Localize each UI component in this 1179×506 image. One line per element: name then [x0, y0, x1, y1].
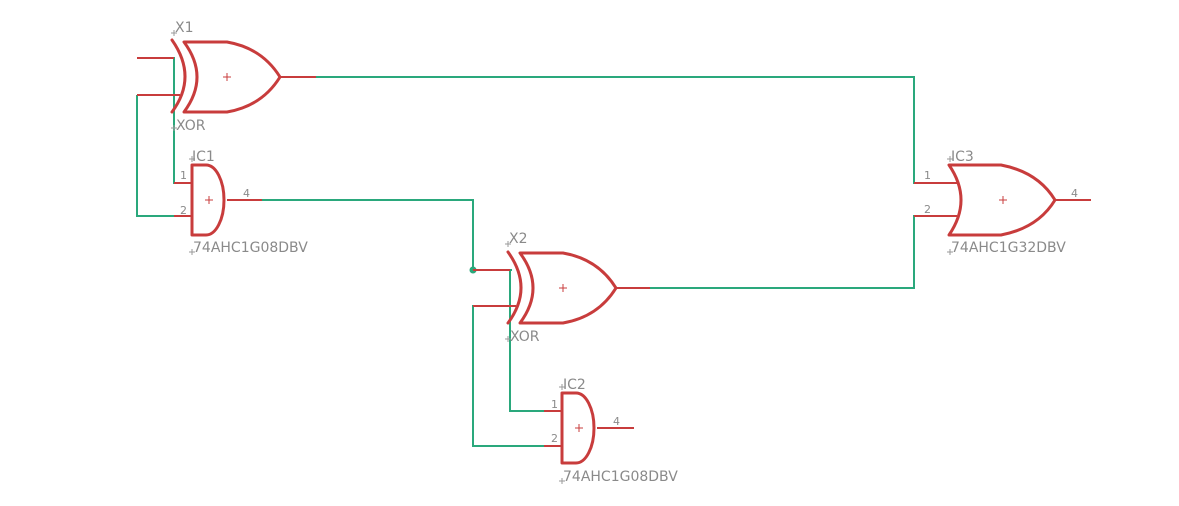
net-ic1-to-x2 — [262, 199, 512, 271]
ic2-pin2-number: 2 — [551, 432, 558, 445]
ic1-body — [190, 163, 226, 237]
ic1-name-label: IC1 — [192, 149, 215, 165]
x1-body — [182, 40, 282, 114]
ic3-value-label: 74AHC1G32DBV — [951, 240, 1066, 256]
gate-ic1-and: 1 2 4 IC1 74AHC1G08DBV — [174, 149, 308, 256]
ic3-pin2-number: 2 — [924, 203, 931, 216]
ic3-pin4-number: 4 — [1071, 187, 1078, 200]
ic2-value-anchor — [559, 478, 565, 484]
ic1-origin-cross — [205, 196, 213, 204]
ic1-name-anchor — [189, 156, 195, 162]
ic1-pin2-number: 2 — [180, 204, 187, 217]
x2-name-anchor — [505, 241, 511, 247]
ic3-name-anchor — [947, 156, 953, 162]
ic2-body — [560, 391, 596, 465]
gate-x2-xor: X2 XOR — [473, 231, 650, 345]
ic2-value-label: 74AHC1G08DBV — [563, 469, 678, 485]
ic2-name-label: IC2 — [563, 377, 586, 393]
gate-x1-xor: X1 XOR — [137, 20, 316, 134]
gate-ic2-and: 1 2 4 IC2 74AHC1G08DBV — [544, 377, 678, 485]
ic3-body — [947, 163, 1057, 237]
x1-name-anchor — [171, 30, 177, 36]
ic3-pin1-number: 1 — [924, 169, 931, 182]
gate-ic3-or: 1 2 4 IC3 74AHC1G32DBV — [914, 149, 1091, 256]
net-x1-to-ic3-pin1 — [316, 76, 950, 184]
x2-origin-cross — [559, 284, 567, 292]
x1-value-label: XOR — [176, 118, 206, 134]
ic3-origin-cross — [999, 196, 1007, 204]
net-input-b — [136, 95, 192, 217]
ic2-pin1-number: 1 — [551, 398, 558, 411]
x1-xor-back-arc — [170, 38, 187, 114]
net-x2-to-ic3-pin2 — [650, 215, 950, 289]
ic2-origin-cross — [575, 424, 583, 432]
x1-origin-cross — [223, 73, 231, 81]
ic1-value-label: 74AHC1G08DBV — [193, 240, 308, 256]
ic1-pin1-number: 1 — [180, 169, 187, 182]
x2-name-label: X2 — [509, 231, 528, 247]
ic1-pin4-number: 4 — [243, 187, 250, 200]
x1-name-label: X1 — [175, 20, 194, 36]
ic2-pin4-number: 4 — [613, 415, 620, 428]
ic1-value-anchor — [189, 249, 195, 255]
x2-xor-back-arc — [506, 250, 523, 325]
ic2-name-anchor — [559, 384, 565, 390]
x2-body — [518, 251, 618, 325]
ic3-value-anchor — [947, 249, 953, 255]
x2-value-anchor — [505, 336, 511, 342]
x1-value-anchor — [171, 125, 177, 131]
net-carry-b-to-ic2-pin2 — [472, 305, 562, 447]
ic3-name-label: IC3 — [951, 149, 974, 165]
x2-value-label: XOR — [510, 329, 540, 345]
